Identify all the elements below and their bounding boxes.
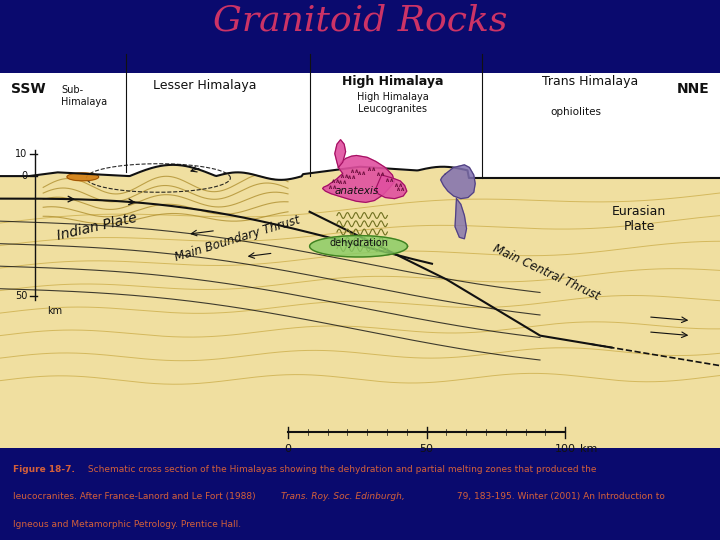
Text: Indian Plate: Indian Plate <box>55 211 139 243</box>
Text: ∧∧: ∧∧ <box>346 176 356 180</box>
Text: 10: 10 <box>15 148 27 159</box>
Text: ∧∧: ∧∧ <box>375 172 385 178</box>
Text: ∧∧: ∧∧ <box>337 180 347 185</box>
Text: SSW: SSW <box>11 82 45 96</box>
Text: km: km <box>47 306 62 316</box>
Text: 0: 0 <box>284 444 292 454</box>
Text: dehydration: dehydration <box>329 238 388 248</box>
Text: Main Central Thrust: Main Central Thrust <box>490 242 601 303</box>
Polygon shape <box>335 140 346 167</box>
Text: ∧∧: ∧∧ <box>395 187 405 192</box>
Text: 50: 50 <box>420 444 433 454</box>
Polygon shape <box>67 173 99 181</box>
Text: 50: 50 <box>15 291 27 301</box>
Text: km: km <box>580 444 597 454</box>
Text: anatexis: anatexis <box>334 186 379 196</box>
Text: ∧∧: ∧∧ <box>366 167 376 172</box>
Text: ∧∧: ∧∧ <box>330 179 340 184</box>
Text: Trans. Roy. Soc. Edinburgh,: Trans. Roy. Soc. Edinburgh, <box>281 492 405 501</box>
Polygon shape <box>310 235 408 257</box>
Text: ∧∧: ∧∧ <box>393 183 403 188</box>
Text: Eurasian
Plate: Eurasian Plate <box>612 205 667 233</box>
Text: Schematic cross section of the Himalayas showing the dehydration and partial mel: Schematic cross section of the Himalayas… <box>85 465 596 474</box>
Text: High Himalaya: High Himalaya <box>342 75 443 88</box>
Text: Granitoid Rocks: Granitoid Rocks <box>213 3 507 37</box>
Text: ophiolites: ophiolites <box>551 107 601 117</box>
Text: ∧∧: ∧∧ <box>339 173 349 179</box>
Text: Sub-
Himalaya: Sub- Himalaya <box>61 85 107 106</box>
Text: High Himalaya
Leucogranites: High Himalaya Leucogranites <box>356 92 428 114</box>
Text: Igneous and Metamorphic Petrology. Prentice Hall.: Igneous and Metamorphic Petrology. Prent… <box>13 520 241 529</box>
Text: ∧∧: ∧∧ <box>356 171 366 176</box>
Text: ∧∧: ∧∧ <box>349 168 359 174</box>
Text: Trans Himalaya: Trans Himalaya <box>542 75 639 88</box>
Text: Main Boundary Thrust: Main Boundary Thrust <box>174 213 302 264</box>
Text: Lesser Himalaya: Lesser Himalaya <box>153 78 257 91</box>
Text: Figure 18-7.: Figure 18-7. <box>13 465 75 474</box>
Text: ∧∧: ∧∧ <box>384 178 394 183</box>
Polygon shape <box>323 156 395 202</box>
Text: NNE: NNE <box>677 82 709 96</box>
Polygon shape <box>455 199 467 239</box>
Text: ∧∧: ∧∧ <box>328 185 338 190</box>
Text: 0: 0 <box>21 171 27 181</box>
Text: 79, 183-195. Winter (2001) An Introduction to: 79, 183-195. Winter (2001) An Introducti… <box>454 492 665 501</box>
Polygon shape <box>441 165 475 199</box>
Text: 100: 100 <box>554 444 576 454</box>
Polygon shape <box>376 175 407 199</box>
Text: leucocranites. After France-Lanord and Le Fort (1988): leucocranites. After France-Lanord and L… <box>13 492 258 501</box>
